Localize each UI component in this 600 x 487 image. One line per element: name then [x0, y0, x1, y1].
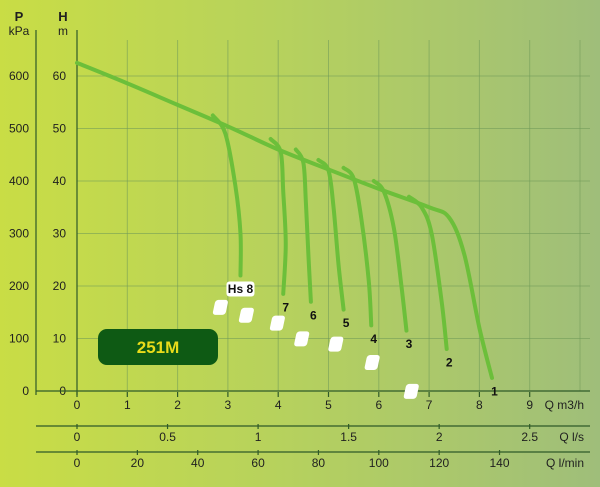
x-tick-label: 0	[74, 456, 81, 470]
x-tick-label: 140	[490, 456, 510, 470]
h-tick-label: 60	[53, 69, 67, 83]
curve-8	[210, 113, 243, 278]
curve-label-box	[269, 315, 285, 331]
x-tick-label: 0	[74, 398, 81, 412]
x-tick-label: 0	[74, 430, 81, 444]
p-axis-title: P	[15, 9, 24, 24]
p-tick-label: 500	[9, 122, 29, 136]
p-tick-label: 100	[9, 332, 29, 346]
x-tick-label: 1	[255, 430, 262, 444]
curve-5	[316, 158, 346, 312]
x-tick-label: 1.5	[340, 430, 357, 444]
curve-1	[75, 60, 494, 380]
model-badge	[98, 329, 218, 365]
curve-label-box	[226, 281, 255, 297]
x-tick-label: 40	[191, 456, 205, 470]
x-tick-label: 60	[251, 456, 265, 470]
curve-label: 6	[310, 308, 317, 322]
x-axis-unit-label: Q l/min	[546, 456, 584, 470]
curve-label: 3	[406, 337, 413, 351]
curve-3	[371, 179, 409, 333]
p-tick-label: 0	[22, 384, 29, 398]
curve-label: 2	[446, 356, 453, 370]
x-tick-label: 9	[526, 398, 533, 412]
x-tick-label: 2	[174, 398, 181, 412]
x-tick-label: 6	[375, 398, 382, 412]
curve-label: 7	[282, 300, 289, 314]
h-tick-label: 30	[53, 227, 67, 241]
x-tick-label: 3	[225, 398, 232, 412]
x-tick-label: 8	[476, 398, 483, 412]
x-tick-label: 2	[436, 430, 443, 444]
h-axis-unit: m	[58, 24, 68, 38]
x-tick-label: 20	[131, 456, 145, 470]
p-tick-label: 400	[9, 174, 29, 188]
x-tick-label: 100	[369, 456, 389, 470]
model-badge-text: 251M	[137, 338, 180, 357]
curve-6	[293, 147, 313, 304]
x-tick-label: 0.5	[159, 430, 176, 444]
curve-label: 4	[370, 332, 377, 346]
curve-label: Hs 8	[228, 282, 254, 296]
x-tick-label: 1	[124, 398, 131, 412]
curve-label: 5	[343, 316, 350, 330]
x-tick-label: 4	[275, 398, 282, 412]
curve-4	[341, 165, 374, 328]
p-tick-label: 200	[9, 279, 29, 293]
x-tick-label: 7	[426, 398, 433, 412]
curve-7	[268, 137, 288, 296]
p-axis-unit: kPa	[9, 24, 30, 38]
x-tick-label: 80	[312, 456, 326, 470]
p-tick-label: 600	[9, 69, 29, 83]
curve-label-box	[294, 331, 310, 347]
h-tick-label: 20	[53, 279, 67, 293]
curve-label-box	[238, 307, 254, 323]
x-tick-label: 2.5	[521, 430, 538, 444]
h-axis-title: H	[58, 9, 67, 24]
x-tick-label: 120	[429, 456, 449, 470]
curve-label-box	[212, 299, 228, 315]
p-tick-label: 300	[9, 227, 29, 241]
x-tick-label: 5	[325, 398, 332, 412]
curve-label-box	[328, 336, 344, 352]
h-tick-label: 10	[53, 332, 67, 346]
x-axis-unit-label: Q m3/h	[545, 398, 584, 412]
curve-label-box	[364, 355, 380, 370]
curve-label-box	[403, 383, 419, 399]
curve-label: 1	[491, 384, 498, 398]
h-tick-label: 40	[53, 174, 67, 188]
curve-2	[406, 194, 449, 351]
x-axis-unit-label: Q l/s	[559, 430, 584, 444]
h-tick-label: 50	[53, 122, 67, 136]
